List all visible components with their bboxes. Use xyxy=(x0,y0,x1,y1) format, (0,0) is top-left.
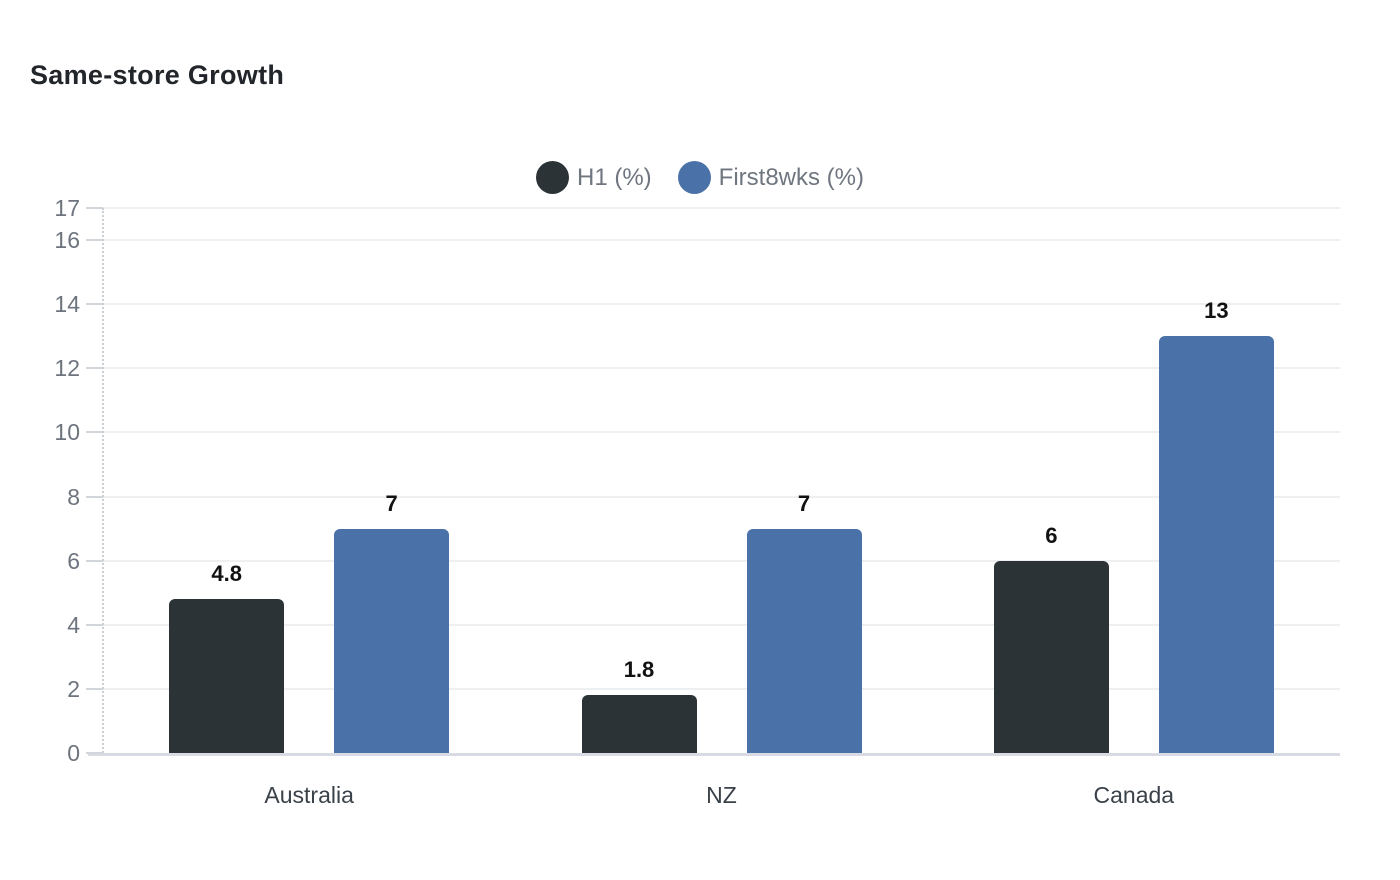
y-axis-tick xyxy=(86,623,103,626)
bar-australia-series-1[interactable] xyxy=(169,599,285,753)
y-axis-label: 2 xyxy=(67,675,80,702)
y-axis-label: 14 xyxy=(54,291,80,318)
y-axis-line xyxy=(102,208,104,753)
y-axis-tick xyxy=(86,367,103,370)
x-axis-category-label: NZ xyxy=(706,782,737,808)
bar-value-label: 6 xyxy=(1045,522,1058,548)
bar-value-label: 7 xyxy=(797,490,811,516)
y-axis-label: 10 xyxy=(54,419,80,446)
gridline xyxy=(88,495,1340,498)
y-axis-tick xyxy=(86,239,103,242)
y-axis-tick xyxy=(86,687,103,690)
bar-value-label: 13 xyxy=(1204,298,1229,324)
y-axis-label: 4 xyxy=(67,611,80,638)
legend-marker-icon xyxy=(677,161,711,194)
legend-marker-icon xyxy=(536,161,569,194)
gridline xyxy=(88,559,1340,562)
gridline xyxy=(88,207,1340,209)
bar-australia-series-2[interactable] xyxy=(334,528,450,753)
bar-value-label: 1.8 xyxy=(623,657,655,683)
gridline xyxy=(88,367,1340,370)
chart-title: Same-store Growth xyxy=(30,60,285,90)
bar-canada-series-2[interactable] xyxy=(1158,336,1274,753)
y-axis-label: 12 xyxy=(54,355,80,382)
legend-series-label: H1 (%) xyxy=(577,163,652,191)
y-axis-label: 8 xyxy=(67,483,80,510)
y-axis-tick xyxy=(86,207,103,209)
y-axis-tick xyxy=(86,495,103,498)
y-axis-tick xyxy=(86,559,103,562)
gridline xyxy=(88,687,1340,690)
bar-canada-series-1[interactable] xyxy=(993,560,1109,753)
y-axis-tick xyxy=(86,752,103,754)
y-axis-tick xyxy=(86,303,103,306)
legend-item[interactable]: First8wks (%) xyxy=(677,161,864,194)
x-axis-baseline xyxy=(88,753,1340,756)
y-axis-label: 16 xyxy=(54,227,80,254)
bar-nz-series-1[interactable] xyxy=(581,695,697,753)
gridline xyxy=(88,239,1340,242)
y-axis-tick xyxy=(86,431,103,434)
legend-item[interactable]: H1 (%) xyxy=(536,161,652,194)
legend: H1 (%) First8wks (%) xyxy=(0,161,1400,194)
x-axis-category-label: Canada xyxy=(1093,782,1175,808)
y-axis-label: 17 xyxy=(54,195,80,221)
bar-value-label: 7 xyxy=(385,490,398,516)
gridline xyxy=(88,623,1340,626)
y-axis-label: 6 xyxy=(67,547,80,574)
gridline xyxy=(88,303,1340,306)
bar-value-label: 4.8 xyxy=(211,561,242,587)
gridline xyxy=(88,431,1340,434)
bar-nz-series-2[interactable] xyxy=(746,528,862,753)
legend-series-label: First8wks (%) xyxy=(718,163,864,191)
y-axis-label: 0 xyxy=(67,740,80,766)
x-axis-category-label: Australia xyxy=(264,782,354,808)
